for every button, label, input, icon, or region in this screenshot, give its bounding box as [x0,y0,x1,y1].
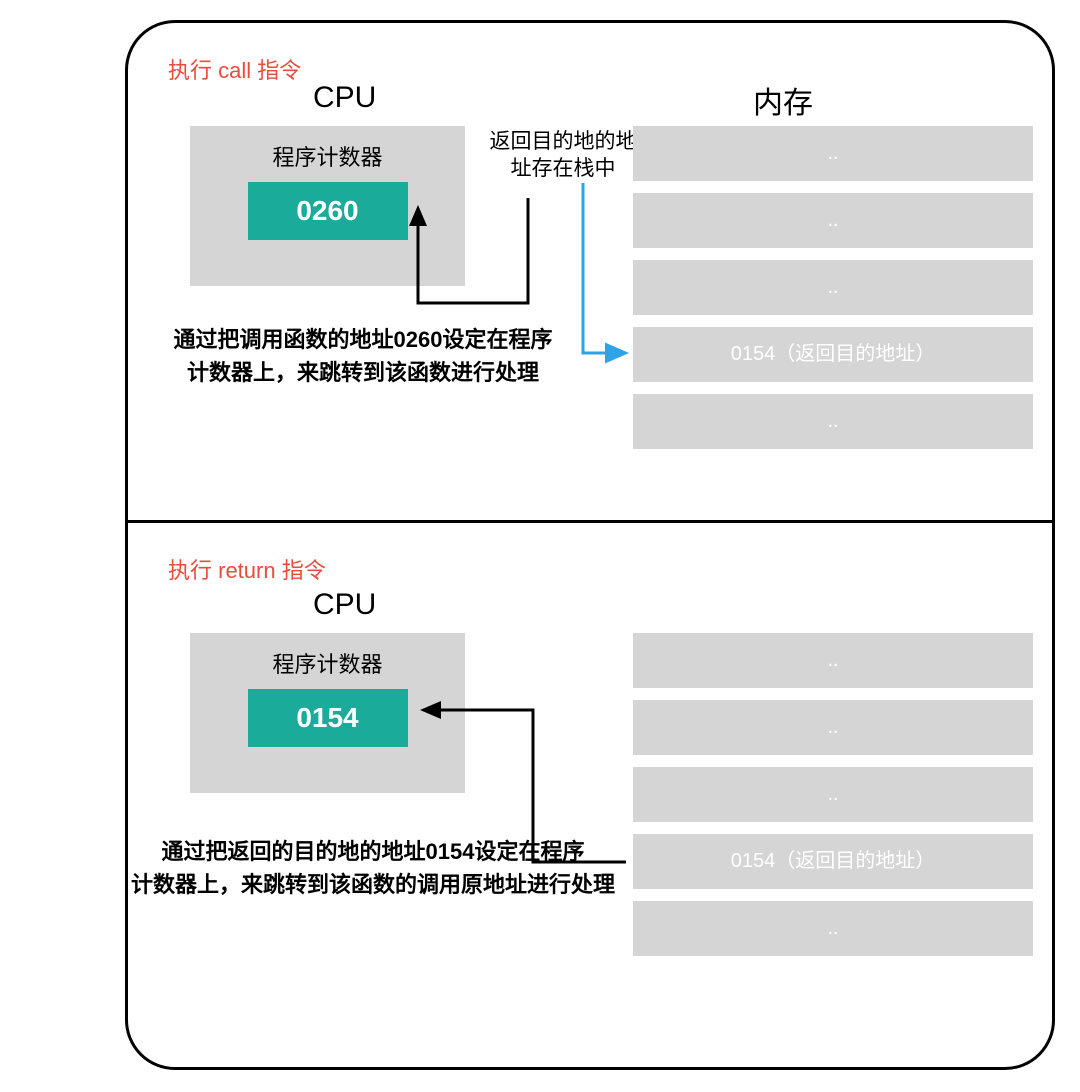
bottom-black-arrow [128,520,1058,1073]
top-blue-arrow [128,23,1058,520]
outer-frame: 执行 call 指令 CPU 内存 程序计数器 0260 返回目的地的地 址存在… [125,20,1055,1070]
